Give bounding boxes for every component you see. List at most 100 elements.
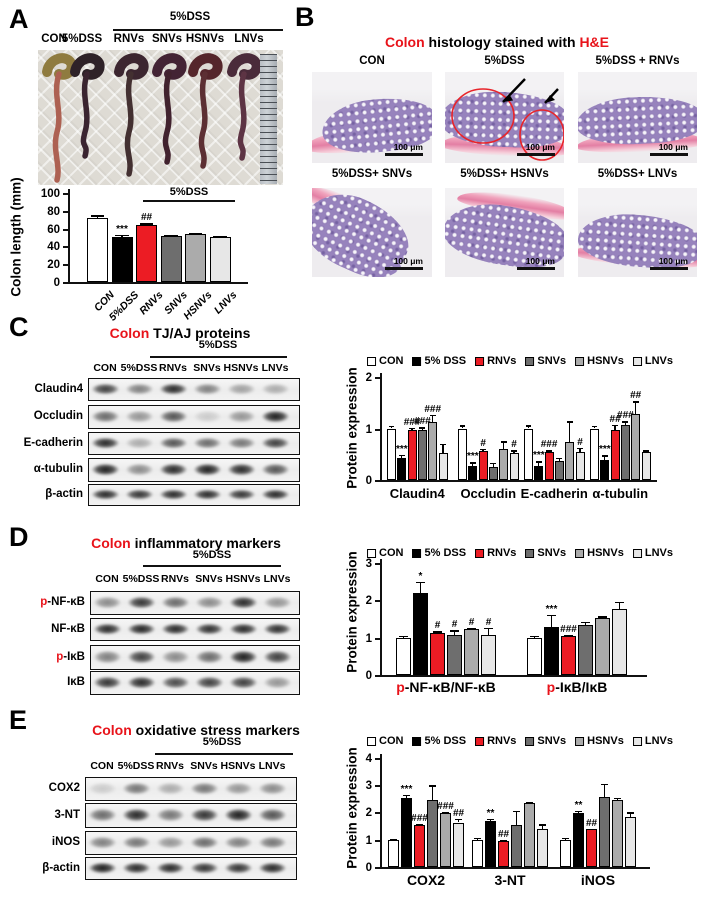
protein-band	[263, 649, 291, 664]
bar	[554, 460, 564, 480]
photo-dss-bracket-label: 5%DSS	[169, 11, 211, 23]
bar	[499, 449, 509, 480]
bar	[527, 637, 542, 675]
legend-swatch	[632, 736, 642, 746]
error-bar-cap	[626, 812, 635, 814]
y-tick	[375, 785, 380, 788]
x-group-label: p-NF-κB/NF-κB	[396, 679, 496, 695]
error-bar-cap	[546, 450, 553, 452]
y-tick	[63, 210, 68, 213]
significance-marker: ***	[532, 450, 545, 462]
error-bar	[472, 462, 474, 467]
bar	[468, 466, 478, 480]
y-tick-label: 2	[365, 807, 372, 820]
y-axis-title: Colon length (mm)	[8, 177, 24, 297]
histology-image: 100 μm	[312, 72, 432, 163]
bar	[401, 798, 412, 867]
bar	[417, 430, 427, 480]
blot-row-label: β-actin	[0, 862, 80, 874]
error-bar	[541, 824, 544, 830]
error-bar-cap	[561, 838, 570, 840]
error-bar-cap	[164, 234, 178, 237]
error-bar-cap	[622, 421, 629, 423]
y-tick	[375, 812, 380, 815]
bar	[595, 617, 610, 675]
label-text: -NF-κB	[47, 596, 85, 608]
legend-swatch	[367, 736, 377, 746]
significance-marker: ##	[452, 807, 465, 819]
significance-marker: ***	[545, 603, 558, 615]
legend-item: CON	[367, 735, 403, 747]
blot-title-red-word: Colon	[92, 722, 132, 738]
blot-lane-label: RNVs	[158, 362, 188, 374]
bar	[447, 634, 462, 675]
y-axis-title: Protein expression	[344, 747, 360, 869]
blot-dss-bracket-line	[155, 753, 293, 755]
blot-strip	[90, 591, 300, 615]
significance-marker: ##	[585, 817, 598, 829]
error-bar	[461, 425, 464, 429]
protein-band	[156, 861, 184, 874]
bar	[631, 414, 641, 480]
y-tick-label: 1	[365, 632, 372, 645]
bar	[534, 465, 544, 480]
photo-lane-label: 5%DSS	[61, 33, 103, 45]
error-bar-cap	[432, 631, 443, 633]
error-bar-cap	[449, 630, 460, 632]
protein-band	[227, 462, 255, 476]
protein-band	[127, 675, 155, 689]
bar	[524, 428, 533, 480]
label-text: α-tubulin	[592, 486, 649, 501]
label-text: Occludin	[33, 410, 83, 422]
error-bar-cap	[613, 797, 622, 800]
chart-legend: CON 5% DSS RNVs SNVs HSNVs LNVs	[367, 355, 673, 367]
significance-marker: #	[468, 617, 475, 629]
y-tick	[375, 480, 380, 482]
lesion-annotations	[451, 78, 564, 161]
error-bar-cap	[398, 635, 409, 638]
x-category-label: RNVs	[137, 289, 166, 318]
error-bar-cap	[597, 616, 608, 618]
y-tick-label: 2	[365, 372, 372, 384]
legend-swatch	[475, 356, 485, 366]
y-tick	[63, 246, 68, 249]
legend-swatch	[525, 548, 535, 558]
y-tick-label: 20	[47, 259, 60, 272]
blot-lane-label: 5%DSS	[122, 573, 160, 585]
y-axis	[380, 753, 382, 869]
bar	[397, 458, 407, 480]
protein-band	[193, 409, 221, 423]
protein-band	[91, 462, 119, 476]
panel-b-label: B	[295, 2, 315, 32]
blot-row-label: E-cadherin	[0, 437, 83, 449]
histology-tile-label: 5%DSS	[484, 55, 525, 67]
legend-swatch	[412, 736, 422, 746]
y-tick	[63, 193, 68, 195]
protein-band	[156, 807, 184, 822]
legend-swatch	[367, 356, 377, 366]
photo-lane-label: RNVs	[113, 33, 145, 45]
y-tick	[375, 563, 380, 566]
error-bar-cap	[556, 457, 563, 460]
y-tick-label: 0	[365, 670, 372, 682]
error-bar-cap	[486, 818, 495, 821]
bar	[438, 453, 448, 480]
chart-dss-bracket-label: 5%DSS	[169, 186, 209, 198]
legend-label: LNVs	[644, 547, 673, 559]
error-bar	[432, 414, 434, 422]
legend-label: HSNVs	[587, 735, 624, 747]
protein-band	[229, 622, 257, 635]
protein-band	[258, 781, 286, 795]
legend-item: RNVs	[475, 547, 516, 559]
protein-band	[261, 462, 289, 476]
significance-marker: ###	[617, 410, 634, 422]
error-bar-cap	[440, 443, 446, 446]
significance-marker: ##	[630, 390, 642, 402]
panel-a-label: A	[9, 4, 29, 34]
blot-row-label: p-IκB	[0, 651, 85, 663]
error-bar-cap	[459, 425, 466, 427]
error-bar-cap	[415, 823, 424, 825]
y-tick-label: 1	[365, 834, 372, 847]
label-text: 3-NT	[54, 808, 80, 821]
